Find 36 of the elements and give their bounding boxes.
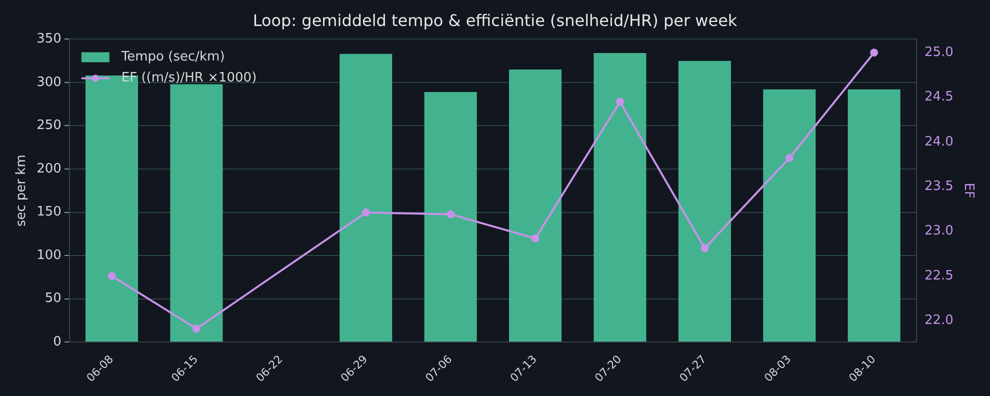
y2-axis-title: EF xyxy=(960,182,976,198)
y2-tick-label: 22.0 xyxy=(924,313,954,328)
point xyxy=(700,244,709,252)
bar xyxy=(170,84,223,342)
y2-tick-label: 24.5 xyxy=(924,90,954,105)
point xyxy=(531,234,540,242)
y-tick-label: 200 xyxy=(36,161,62,176)
point xyxy=(108,272,116,280)
point xyxy=(785,154,794,162)
y2-tick-label: 22.5 xyxy=(924,268,954,284)
y-tick-label: 350 xyxy=(36,32,62,47)
bar xyxy=(763,89,816,342)
point xyxy=(870,48,878,57)
y-axis-title: sec per km xyxy=(14,154,30,227)
bar xyxy=(848,89,900,342)
bar xyxy=(594,53,646,342)
chart-title: Loop: gemiddeld tempo & efficiëntie (snelheid/HR) per week xyxy=(252,10,738,30)
point xyxy=(446,210,455,218)
y-tick-label: 100 xyxy=(36,248,62,263)
y-tick-label: 50 xyxy=(44,291,62,306)
y-tick-label: 150 xyxy=(36,204,62,220)
legend-label: Tempo (sec/km) xyxy=(120,50,225,65)
point xyxy=(192,324,200,333)
y-tick-label: 300 xyxy=(36,74,62,90)
y2-tick-label: 24.0 xyxy=(924,134,954,150)
bar xyxy=(340,54,392,342)
y2-tick-label: 25.0 xyxy=(924,44,954,60)
bar xyxy=(424,92,477,342)
y2-tick-label: 23.5 xyxy=(924,178,954,194)
bar xyxy=(509,69,562,342)
point xyxy=(362,208,370,217)
y-tick-label: 250 xyxy=(36,118,62,134)
y-tick-label: 0 xyxy=(53,334,62,350)
y2-tick-label: 23.0 xyxy=(924,224,954,239)
bar xyxy=(678,60,731,342)
point xyxy=(616,98,624,106)
